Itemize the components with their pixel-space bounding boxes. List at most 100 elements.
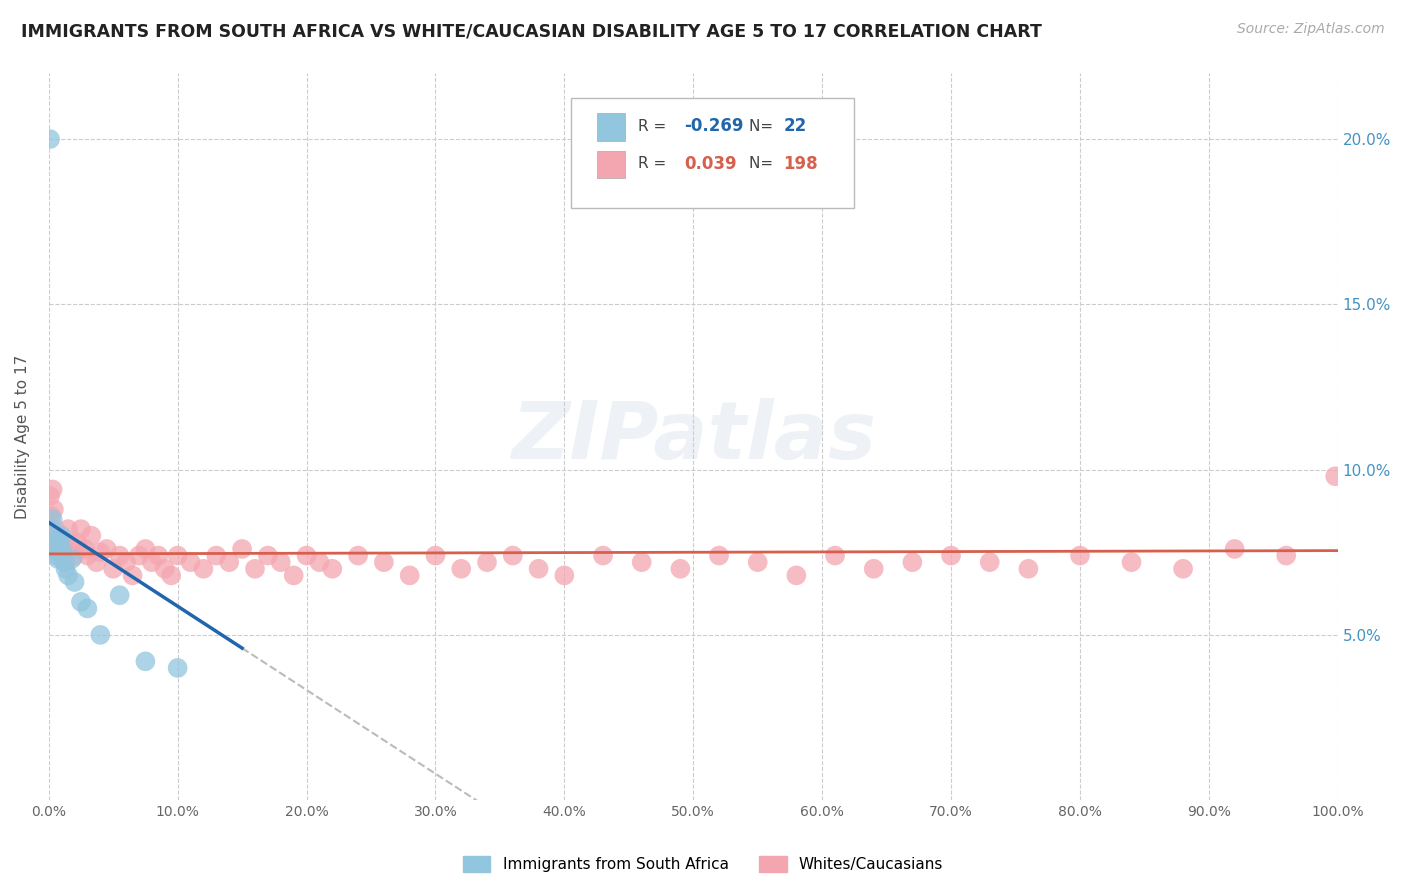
Point — [108, 588, 131, 602]
Point — [347, 549, 370, 563]
Legend: Immigrants from South Africa, Whites/Caucasians: Immigrants from South Africa, Whites/Cau… — [456, 848, 950, 880]
Point — [41, 512, 63, 526]
Point — [824, 549, 846, 563]
Text: -0.269: -0.269 — [685, 117, 744, 135]
Point — [46, 552, 69, 566]
Point — [89, 545, 111, 559]
Text: N=: N= — [748, 119, 778, 134]
Point — [56, 522, 79, 536]
Point — [592, 549, 614, 563]
Point — [39, 489, 62, 503]
Point — [747, 555, 769, 569]
Point — [553, 568, 575, 582]
Point — [231, 541, 253, 556]
Point — [134, 654, 156, 668]
Point — [45, 549, 67, 563]
Point — [63, 549, 86, 563]
Point — [450, 562, 472, 576]
Point — [41, 508, 63, 523]
Point — [527, 562, 550, 576]
Point — [630, 555, 652, 569]
Point — [53, 555, 76, 569]
Point — [148, 549, 170, 563]
Point — [49, 535, 72, 549]
Point — [141, 555, 163, 569]
Point — [76, 601, 98, 615]
Point — [70, 595, 93, 609]
FancyBboxPatch shape — [596, 113, 624, 141]
Text: 22: 22 — [783, 117, 807, 135]
Point — [115, 555, 138, 569]
Point — [160, 568, 183, 582]
Point — [180, 555, 202, 569]
Point — [52, 545, 75, 559]
Point — [1223, 541, 1246, 556]
Point — [218, 555, 240, 569]
Point — [60, 541, 83, 556]
Point — [108, 549, 131, 563]
Point — [475, 555, 498, 569]
Point — [1171, 562, 1194, 576]
Text: 0.039: 0.039 — [685, 155, 737, 173]
Point — [243, 562, 266, 576]
Point — [373, 555, 395, 569]
Point — [49, 539, 72, 553]
Point — [785, 568, 807, 582]
Point — [55, 555, 77, 569]
Point — [939, 549, 962, 563]
Point — [134, 541, 156, 556]
Point — [45, 541, 67, 556]
Point — [502, 549, 524, 563]
Point — [308, 555, 330, 569]
Text: Source: ZipAtlas.com: Source: ZipAtlas.com — [1237, 22, 1385, 37]
Point — [56, 568, 79, 582]
Point — [257, 549, 280, 563]
Text: R =: R = — [638, 156, 671, 171]
Point — [39, 132, 62, 146]
Point — [42, 502, 65, 516]
Point — [96, 541, 118, 556]
Point — [73, 541, 96, 556]
Point — [193, 562, 215, 576]
Point — [46, 529, 69, 543]
Point — [42, 535, 65, 549]
Point — [51, 529, 73, 543]
Point — [979, 555, 1001, 569]
Point — [44, 541, 66, 556]
Text: R =: R = — [638, 119, 671, 134]
Point — [76, 549, 98, 563]
Point — [66, 535, 89, 549]
Point — [205, 549, 228, 563]
Point — [166, 549, 188, 563]
Point — [60, 552, 83, 566]
Point — [52, 549, 75, 563]
Point — [103, 562, 125, 576]
Point — [425, 549, 447, 563]
FancyBboxPatch shape — [596, 151, 624, 178]
Point — [1121, 555, 1143, 569]
Point — [707, 549, 730, 563]
Point — [153, 562, 176, 576]
Text: N=: N= — [748, 156, 778, 171]
Point — [398, 568, 420, 582]
Point — [1069, 549, 1091, 563]
Point — [53, 535, 76, 549]
Point — [41, 483, 63, 497]
Point — [80, 529, 103, 543]
Point — [41, 522, 63, 536]
Point — [862, 562, 884, 576]
Text: IMMIGRANTS FROM SOUTH AFRICA VS WHITE/CAUCASIAN DISABILITY AGE 5 TO 17 CORRELATI: IMMIGRANTS FROM SOUTH AFRICA VS WHITE/CA… — [21, 22, 1042, 40]
Point — [1275, 549, 1298, 563]
Point — [48, 545, 70, 559]
Text: 198: 198 — [783, 155, 818, 173]
Point — [1324, 469, 1347, 483]
Point — [121, 568, 143, 582]
Y-axis label: Disability Age 5 to 17: Disability Age 5 to 17 — [15, 354, 30, 518]
Point — [901, 555, 924, 569]
Point — [48, 532, 70, 546]
Point — [166, 661, 188, 675]
Point — [321, 562, 343, 576]
Point — [63, 574, 86, 589]
Point — [70, 522, 93, 536]
Point — [270, 555, 292, 569]
